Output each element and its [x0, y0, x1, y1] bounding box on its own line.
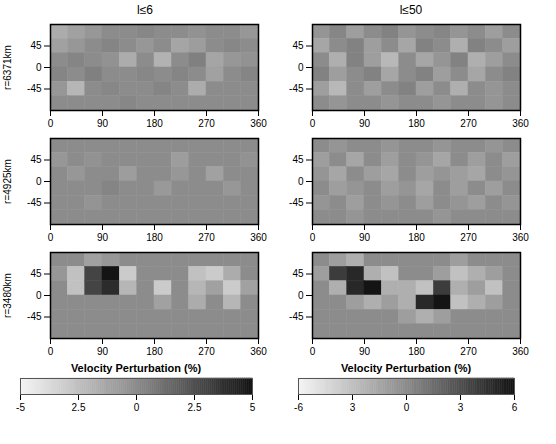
svg-text:45: 45: [292, 40, 304, 51]
svg-text:180: 180: [408, 232, 425, 243]
svg-text:45: 45: [292, 154, 304, 165]
svg-text:90: 90: [97, 232, 109, 243]
svg-text:270: 270: [198, 232, 215, 243]
svg-text:0: 0: [310, 346, 316, 357]
svg-text:0: 0: [36, 176, 42, 187]
svg-text:r=4925km: r=4925km: [2, 159, 13, 204]
svg-text:-5: -5: [16, 402, 25, 413]
svg-text:180: 180: [408, 346, 425, 357]
svg-text:0: 0: [36, 290, 42, 301]
svg-text:360: 360: [250, 232, 267, 243]
svg-text:180: 180: [408, 118, 425, 129]
svg-text:0: 0: [298, 62, 304, 73]
svg-text:0: 0: [48, 118, 54, 129]
svg-text:90: 90: [359, 346, 371, 357]
svg-text:2.5: 2.5: [188, 402, 202, 413]
svg-text:45: 45: [292, 268, 304, 279]
svg-text:r=6371km: r=6371km: [2, 45, 13, 90]
svg-text:270: 270: [198, 346, 215, 357]
svg-text:360: 360: [512, 232, 529, 243]
svg-text:0: 0: [310, 232, 316, 243]
svg-text:3: 3: [350, 402, 356, 413]
svg-text:-45: -45: [289, 197, 304, 208]
svg-text:360: 360: [512, 118, 529, 129]
svg-text:180: 180: [146, 346, 163, 357]
html-text:Velocity Perturbation (%): Velocity Perturbation (%): [340, 362, 472, 374]
svg-text:2.5: 2.5: [72, 402, 86, 413]
html-text:l≤50: l≤50: [399, 3, 423, 17]
svg-text:-45: -45: [289, 83, 304, 94]
svg-text:45: 45: [30, 40, 42, 51]
svg-text:6: 6: [512, 402, 518, 413]
svg-text:-45: -45: [27, 83, 42, 94]
svg-text:0: 0: [298, 176, 304, 187]
svg-text:90: 90: [359, 232, 371, 243]
svg-text:90: 90: [97, 118, 109, 129]
svg-text:360: 360: [250, 346, 267, 357]
svg-text:5: 5: [250, 402, 256, 413]
svg-text:90: 90: [359, 118, 371, 129]
svg-text:0: 0: [48, 232, 54, 243]
svg-text:-6: -6: [294, 402, 303, 413]
svg-text:r=3480km: r=3480km: [2, 273, 13, 318]
html-text:Velocity Perturbation (%): Velocity Perturbation (%): [70, 362, 202, 374]
svg-text:0: 0: [298, 290, 304, 301]
svg-text:90: 90: [97, 346, 109, 357]
svg-text:45: 45: [30, 268, 42, 279]
svg-text:270: 270: [460, 232, 477, 243]
html-text:l≤6: l≤6: [137, 3, 153, 17]
svg-text:-45: -45: [27, 311, 42, 322]
svg-text:0: 0: [36, 62, 42, 73]
svg-text:270: 270: [460, 346, 477, 357]
svg-text:45: 45: [30, 154, 42, 165]
svg-text:-45: -45: [289, 311, 304, 322]
svg-text:360: 360: [250, 118, 267, 129]
svg-text:0: 0: [134, 402, 140, 413]
svg-text:0: 0: [48, 346, 54, 357]
svg-text:0: 0: [310, 118, 316, 129]
svg-text:270: 270: [198, 118, 215, 129]
svg-text:180: 180: [146, 118, 163, 129]
svg-text:180: 180: [146, 232, 163, 243]
svg-text:270: 270: [460, 118, 477, 129]
svg-text:-45: -45: [27, 197, 42, 208]
svg-text:3: 3: [458, 402, 464, 413]
svg-text:0: 0: [404, 402, 410, 413]
svg-text:360: 360: [512, 346, 529, 357]
